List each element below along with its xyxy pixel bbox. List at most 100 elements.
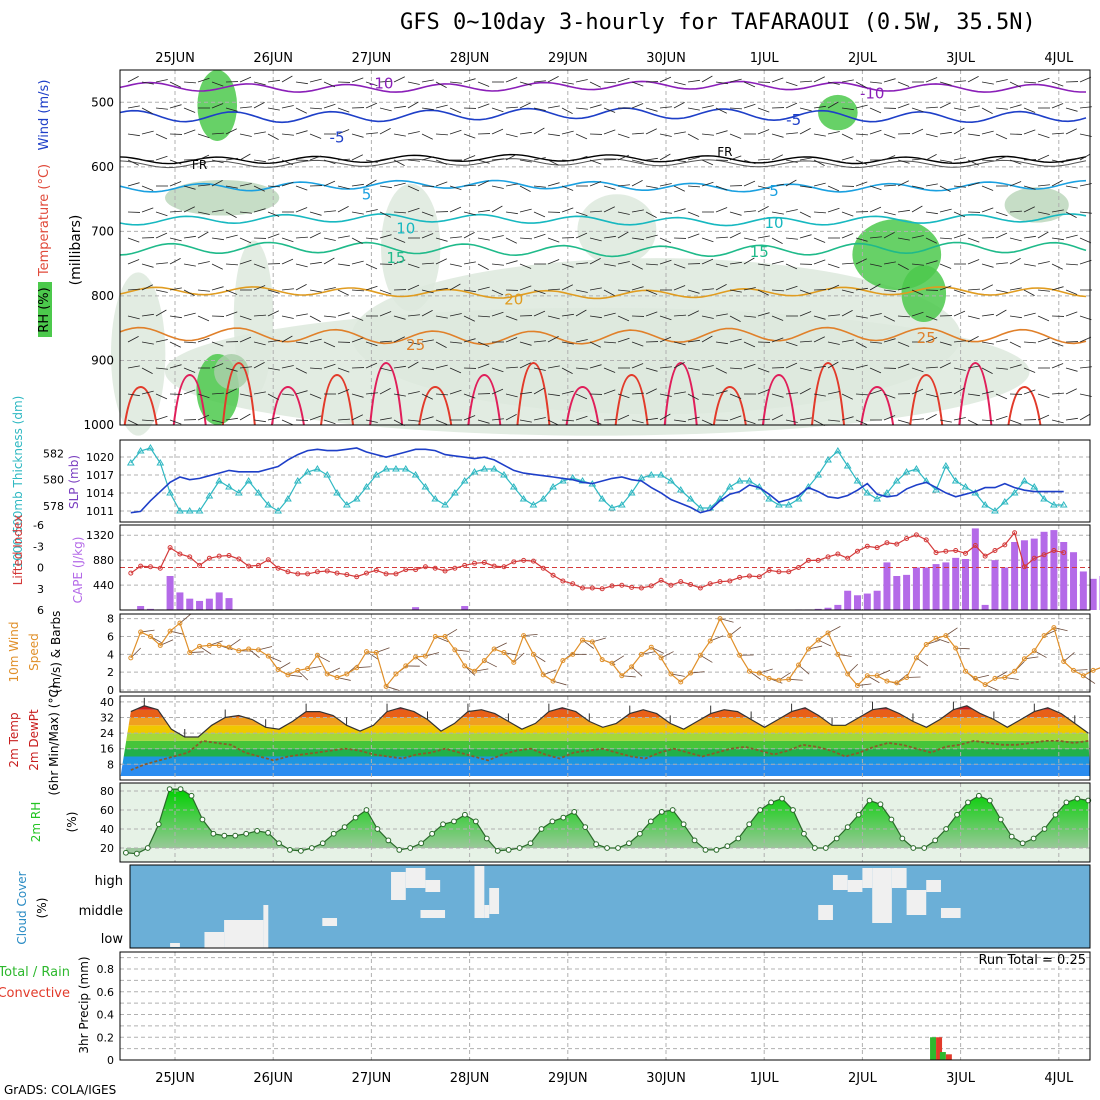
slp-marker — [156, 459, 165, 466]
rh-marker — [615, 845, 621, 851]
wind-barb — [925, 366, 938, 369]
wind-barb — [715, 207, 728, 213]
wind-barb — [435, 393, 448, 396]
wind-barb — [337, 185, 350, 190]
pressure-axis-label: (millibars) — [68, 215, 84, 286]
wind-barb — [393, 76, 405, 83]
lifted-marker — [177, 551, 183, 557]
wind-barb — [575, 415, 588, 421]
wind-barb — [869, 389, 882, 395]
wind-barb — [631, 263, 643, 270]
wind-barb — [533, 127, 545, 135]
rh-marker — [560, 814, 567, 821]
wind-barb — [967, 393, 980, 397]
slp-marker — [657, 471, 665, 478]
wind-barb — [197, 315, 210, 322]
wind-barb — [911, 263, 924, 266]
lifted-marker — [511, 559, 517, 565]
wind-barb — [827, 341, 840, 345]
lifted-marker — [1002, 542, 1008, 548]
wind-barb — [351, 393, 364, 398]
wind-barb — [673, 159, 686, 163]
wind-barb — [267, 310, 279, 317]
wind-barb — [337, 312, 350, 317]
wind-barb — [477, 286, 490, 291]
wind-barb — [981, 263, 994, 268]
lifted-marker — [717, 579, 723, 585]
wind-barb — [547, 419, 559, 426]
slp-marker — [264, 501, 273, 508]
wind-barb — [869, 81, 882, 84]
wind-barb — [1023, 312, 1036, 317]
wind-barb — [1065, 107, 1078, 112]
lifted-axis-label: Lifted Index — [11, 515, 25, 586]
lifted-marker — [953, 548, 959, 553]
wind-barb — [211, 237, 224, 241]
wind-barb — [981, 341, 994, 345]
wind-barb — [575, 339, 588, 343]
wind-barb — [197, 414, 210, 421]
lifted-marker — [314, 569, 320, 575]
wind-barb — [631, 180, 643, 187]
wind-barb — [127, 393, 140, 397]
cloud-level-label: high — [95, 874, 123, 889]
cape-bar — [912, 567, 920, 610]
rh-marker — [527, 840, 534, 847]
lifted-marker — [923, 537, 929, 543]
wind-barb — [589, 287, 602, 291]
slp-marker — [352, 495, 361, 502]
wind-tick-label: 0 — [107, 684, 114, 697]
wind-barb — [925, 237, 937, 244]
slp-marker — [686, 495, 695, 502]
wind-barb — [379, 388, 391, 395]
contour-label: -5 — [330, 128, 345, 146]
wind-barb — [701, 159, 714, 166]
wind-barb — [995, 309, 1007, 317]
cape-bar — [1001, 567, 1009, 610]
slp-marker — [833, 447, 842, 454]
wind-barb — [519, 419, 532, 423]
wind-barb — [897, 237, 910, 241]
wind-barb — [533, 185, 546, 188]
rh-tick-label: 40 — [100, 823, 114, 836]
wind-barb — [477, 103, 490, 109]
date-label-top: 2JUL — [848, 51, 878, 66]
wind-barb — [225, 311, 238, 317]
wind-barb — [589, 81, 601, 88]
wind-barb — [631, 237, 644, 241]
run-total-label: Run Total = 0.25 — [978, 953, 1086, 968]
wind-barb — [407, 341, 420, 345]
wind-barb — [869, 263, 882, 267]
wind-barb — [365, 419, 378, 423]
wind-barb — [967, 365, 980, 369]
rh-marker — [669, 807, 676, 813]
lifted-marker — [206, 555, 212, 561]
lifted-marker — [373, 567, 379, 573]
wind-barb — [757, 263, 770, 267]
lifted-tick-label: -6 — [33, 519, 44, 532]
wind-barb — [379, 80, 392, 83]
wind-barb — [1079, 413, 1091, 421]
lifted-marker — [972, 543, 978, 549]
wind-barb — [981, 313, 994, 317]
rh-marker — [483, 835, 490, 842]
lifted-marker — [1012, 530, 1018, 536]
rh-marker — [308, 845, 315, 851]
wind-barb — [295, 81, 308, 85]
wind-barb — [575, 262, 588, 265]
wind-barb — [995, 232, 1008, 239]
wind-barb — [729, 211, 742, 216]
wind-barb — [449, 206, 462, 213]
wind-barb — [897, 103, 910, 109]
wind-barb — [631, 419, 644, 424]
wind-barb — [323, 159, 336, 165]
wind-barb — [953, 289, 966, 295]
wind-barb — [253, 362, 265, 369]
wind-barb — [197, 133, 210, 139]
wind-barb — [491, 235, 504, 239]
wind-barb — [1023, 107, 1036, 113]
wind-barb — [995, 415, 1008, 421]
wind-barb — [687, 156, 700, 161]
rh-marker — [297, 847, 304, 854]
cape-bar — [186, 598, 194, 610]
